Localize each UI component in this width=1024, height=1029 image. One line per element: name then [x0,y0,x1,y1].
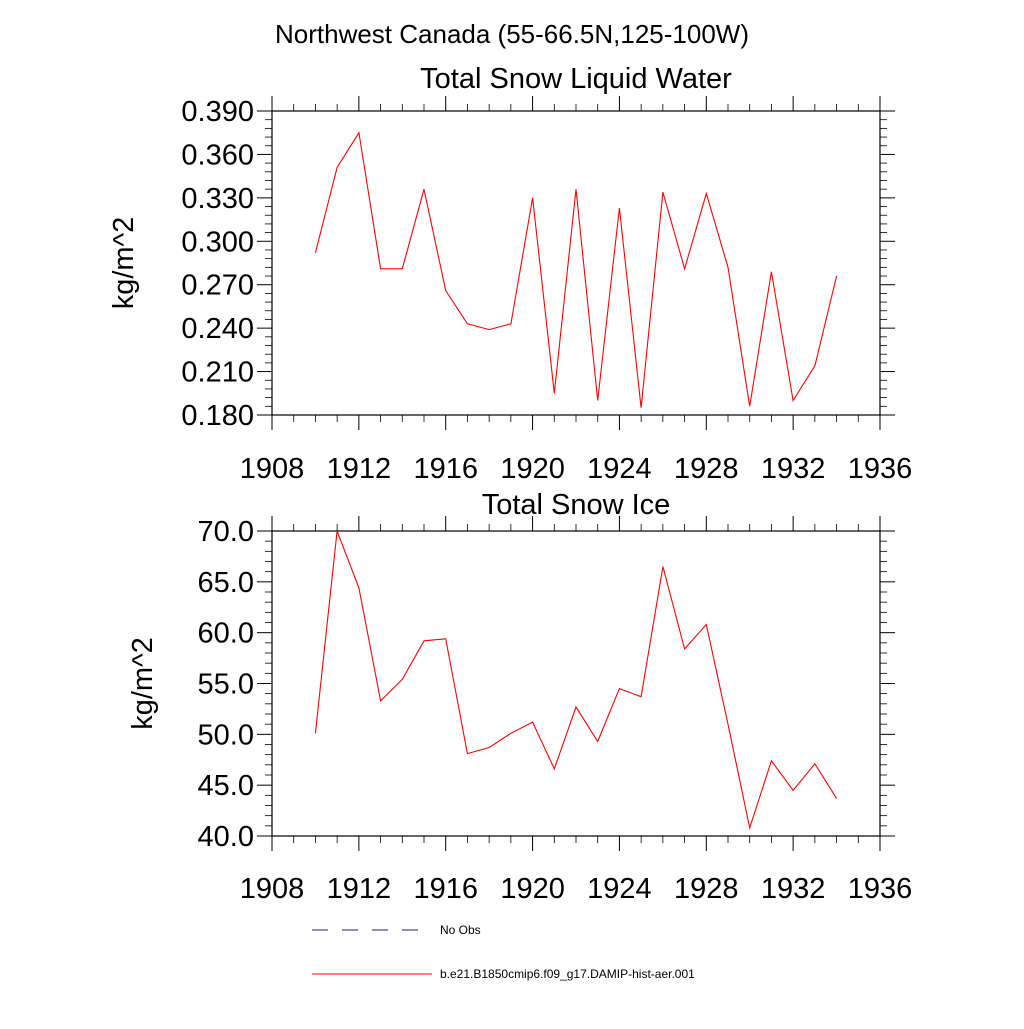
x-tick-label: 1912 [327,453,392,485]
y-tick-label: 55.0 [198,669,254,701]
x-tick-label: 1932 [761,873,826,905]
series-line [314,131,838,408]
y-tick-label: 0.180 [181,400,254,432]
y-tick-label: 0.210 [181,357,254,389]
legend-label-model: b.e21.B1850cmip6.f09_g17.DAMIP-hist-aer.… [440,967,695,981]
y-tick-label: 0.270 [181,270,254,302]
x-tick-label: 1916 [413,453,478,485]
x-tick-label: 1920 [500,873,565,905]
chart-panel-snow-ice: Total Snow Ice kg/m^2 1908 1912 1916 1920 1924… [127,489,912,905]
chart-title: Total Snow Ice [482,489,671,521]
legend: No Obs b.e21.B1850cmip6.f09_g17.DAMIP-hi… [312,923,695,981]
x-tick-label: 1916 [413,873,478,905]
plot-frame [271,530,881,837]
x-tick-label: 1912 [327,873,392,905]
legend-label-no-obs: No Obs [440,923,481,937]
y-tick-label: 60.0 [198,618,254,650]
series-line [314,530,838,831]
y-tick-label: 0.360 [181,139,254,171]
y-tick-label: 0.300 [181,226,254,258]
x-tick-label: 1908 [240,873,305,905]
y-tick-label: 70.0 [198,516,254,548]
y-axis-label: kg/m^2 [127,637,159,730]
y-tick-label: 50.0 [198,719,254,751]
x-tick-label: 1936 [848,453,913,485]
y-tick-label: 40.0 [198,821,254,853]
y-tick-label: 0.330 [181,183,254,215]
x-tick-label: 1920 [500,453,565,485]
y-tick-label: 65.0 [198,567,254,599]
x-tick-label: 1924 [587,873,652,905]
y-tick-label: 45.0 [198,770,254,802]
chart-panel-snow-liquid-water: Total Snow Liquid Water kg/m^2 1908 1912 191… [108,63,912,485]
x-tick-label: 1924 [587,453,652,485]
x-tick-label: 1928 [674,453,739,485]
x-tick-label: 1908 [240,453,305,485]
y-tick-label: 0.390 [181,96,254,128]
y-axis-label: kg/m^2 [108,217,140,310]
x-tick-label: 1932 [761,453,826,485]
x-tick-label: 1936 [848,873,913,905]
figure-suptitle: Northwest Canada (55-66.5N,125-100W) [275,19,749,49]
chart-title: Total Snow Liquid Water [420,63,732,95]
y-tick-label: 0.240 [181,313,254,345]
x-tick-label: 1928 [674,873,739,905]
